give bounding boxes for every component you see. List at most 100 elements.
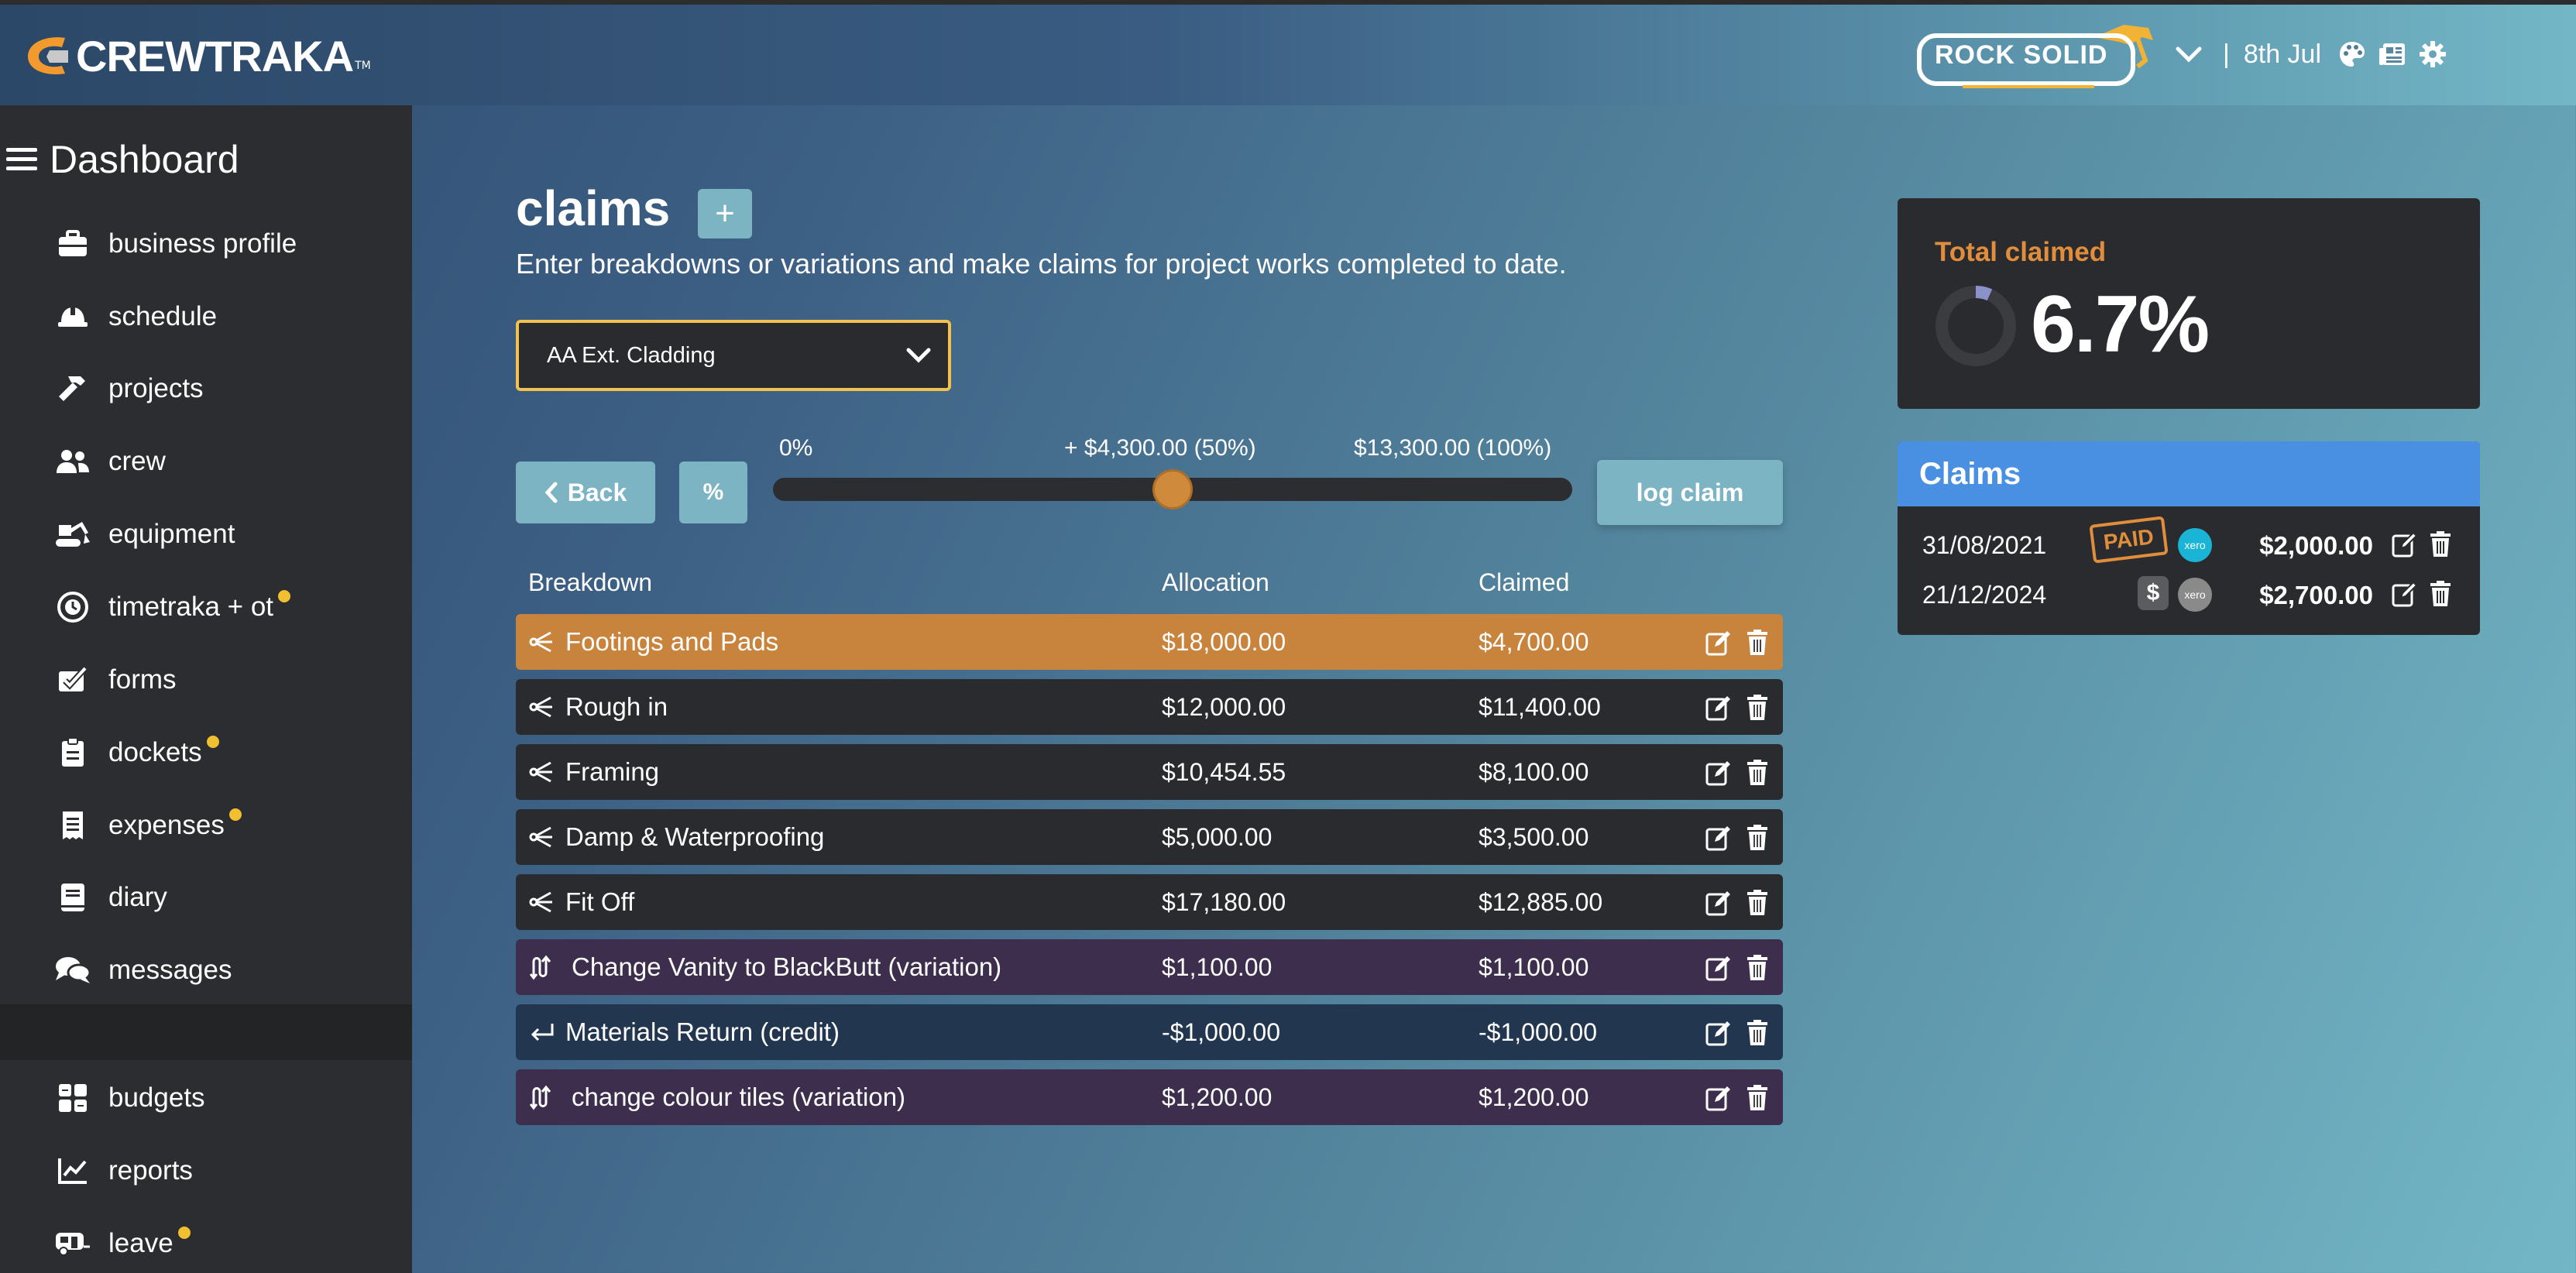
sidebar-item-label: crew — [108, 446, 166, 476]
newspaper-icon[interactable] — [2372, 34, 2413, 74]
book-icon — [50, 874, 96, 921]
table-row[interactable]: Framing $10,454.55 $8,100.00 — [516, 744, 1783, 800]
row-allocation: $5,000.00 — [1162, 822, 1273, 851]
chevron-down-icon[interactable] — [2169, 34, 2209, 74]
window-top-edge — [0, 0, 2576, 5]
table-row[interactable]: change colour tiles (variation) $1,200.00… — [516, 1069, 1783, 1125]
row-name: change colour tiles (variation) — [572, 1083, 906, 1111]
table-row[interactable]: Materials Return (credit) -$1,000.00 -$1,0… — [516, 1004, 1783, 1060]
percent-toggle-button[interactable]: % — [679, 462, 747, 523]
slider-max-label: $13,300.00 (100%) — [1354, 435, 1552, 461]
top-separator: | — [2223, 39, 2230, 69]
edit-icon[interactable] — [1705, 1085, 1732, 1111]
top-right-controls: | 8th Jul — [2169, 33, 2453, 76]
sidebar-item-label: business profile — [108, 228, 297, 259]
row-allocation: -$1,000.00 — [1162, 1017, 1281, 1046]
edit-icon[interactable] — [1705, 1020, 1732, 1046]
claims-panel-title: Claims — [1919, 456, 2021, 491]
back-button[interactable]: Back — [516, 462, 655, 523]
top-bar — [0, 5, 2576, 105]
column-header-allocation: Allocation — [1162, 568, 1269, 596]
payment-pending-badge: $ — [2138, 576, 2169, 610]
trash-icon[interactable] — [2429, 580, 2452, 608]
gear-icon[interactable] — [2413, 34, 2453, 74]
row-name: Change Vanity to BlackButt (variation) — [572, 952, 1002, 981]
sidebar-item-leave[interactable]: leave — [0, 1213, 412, 1273]
claim-amount: $2,700.00 — [2259, 581, 2373, 609]
crewtraka-logo[interactable]: CREWTRAKA TM — [23, 31, 371, 81]
caravan-icon — [50, 1220, 96, 1267]
trash-icon[interactable] — [1745, 629, 1770, 657]
edit-icon[interactable] — [1705, 955, 1732, 981]
sidebar-item-messages[interactable]: messages — [0, 939, 412, 1001]
row-name: Damp & Waterproofing — [565, 822, 825, 851]
sidebar-item-diary[interactable]: diary — [0, 866, 412, 928]
dashboard-header[interactable]: Dashboard — [0, 129, 239, 190]
table-row[interactable]: Rough in $12,000.00 $11,400.00 — [516, 679, 1783, 735]
clock-icon — [50, 584, 96, 630]
table-row[interactable]: Footings and Pads $18,000.00 $4,700.00 — [516, 614, 1783, 670]
edit-icon[interactable] — [1705, 760, 1732, 786]
total-claimed-panel: Total claimed 6.7% — [1898, 198, 2480, 409]
column-header-claimed: Claimed — [1479, 568, 1570, 596]
edit-icon[interactable] — [1705, 695, 1732, 721]
notification-dot — [278, 590, 291, 602]
log-claim-button[interactable]: log claim — [1597, 460, 1783, 525]
trash-icon[interactable] — [1745, 1019, 1770, 1047]
claim-slider-thumb[interactable] — [1152, 469, 1193, 510]
sidebar-item-projects[interactable]: projects — [0, 358, 412, 420]
sidebar-item-dockets[interactable]: dockets — [0, 722, 412, 784]
sidebar-item-forms[interactable]: forms — [0, 649, 412, 711]
sidebar-item-schedule[interactable]: schedule — [0, 286, 412, 348]
sidebar-item-expenses[interactable]: expenses — [0, 794, 412, 856]
current-date: 8th Jul — [2243, 39, 2322, 69]
xero-icon[interactable]: xero — [2178, 528, 2212, 562]
project-select-value: AA Ext. Cladding — [547, 342, 716, 368]
row-claimed: $1,100.00 — [1479, 952, 1589, 981]
xero-icon[interactable]: xero — [2178, 578, 2212, 612]
chart-line-icon — [50, 1148, 96, 1194]
row-claimed: $1,200.00 — [1479, 1083, 1589, 1111]
trash-icon[interactable] — [1745, 954, 1770, 982]
company-logo[interactable] — [1916, 22, 2158, 91]
claim-item[interactable]: 21/12/2024 $ xero $2,700.00 — [1898, 571, 2480, 618]
sidebar-item-crew[interactable]: crew — [0, 431, 412, 492]
log-claim-label: log claim — [1636, 478, 1744, 506]
table-row[interactable]: Change Vanity to BlackButt (variation) $1… — [516, 939, 1783, 995]
breakdown-share-icon — [527, 822, 558, 853]
edit-icon[interactable] — [1705, 825, 1732, 851]
palette-icon[interactable] — [2332, 34, 2372, 74]
sidebar-item-budgets[interactable]: budgets — [0, 1067, 412, 1129]
claim-item[interactable]: 31/08/2021 PAID xero $2,000.00 — [1898, 516, 2480, 568]
table-row[interactable]: Fit Off $17,180.00 $12,885.00 — [516, 874, 1783, 930]
sidebar-item-label: dockets — [108, 737, 202, 767]
edit-icon[interactable] — [1705, 630, 1732, 656]
sidebar-item-label: equipment — [108, 519, 235, 549]
variation-icon — [527, 952, 558, 983]
row-allocation: $1,100.00 — [1162, 952, 1273, 981]
claim-amount: $2,000.00 — [2259, 531, 2373, 560]
trash-icon[interactable] — [1745, 1084, 1770, 1112]
row-claimed: $12,885.00 — [1479, 887, 1603, 916]
edit-icon[interactable] — [2392, 531, 2418, 558]
sidebar-item-timetraka[interactable]: timetraka + ot — [0, 576, 412, 638]
project-select[interactable]: AA Ext. Cladding — [516, 320, 951, 391]
users-icon — [50, 438, 96, 485]
edit-icon[interactable] — [2392, 581, 2418, 607]
sidebar-item-equipment[interactable]: equipment — [0, 503, 412, 565]
sidebar-item-reports[interactable]: reports — [0, 1140, 412, 1202]
trash-icon[interactable] — [2429, 530, 2452, 558]
edit-icon[interactable] — [1705, 890, 1732, 916]
sidebar-item-business-profile[interactable]: business profile — [0, 213, 412, 275]
percent-icon: % — [702, 479, 724, 505]
trash-icon[interactable] — [1745, 694, 1770, 722]
table-row[interactable]: Damp & Waterproofing $5,000.00 $3,500.00 — [516, 809, 1783, 865]
xero-icon-label: xero — [2184, 588, 2206, 601]
trash-icon[interactable] — [1745, 759, 1770, 787]
trash-icon[interactable] — [1745, 889, 1770, 917]
hamburger-menu-icon[interactable] — [6, 146, 37, 173]
sidebar: Dashboard business profile schedule proj… — [0, 105, 412, 1273]
trash-icon[interactable] — [1745, 824, 1770, 852]
add-claim-button[interactable]: + — [698, 189, 752, 238]
receipt-icon — [50, 802, 96, 849]
